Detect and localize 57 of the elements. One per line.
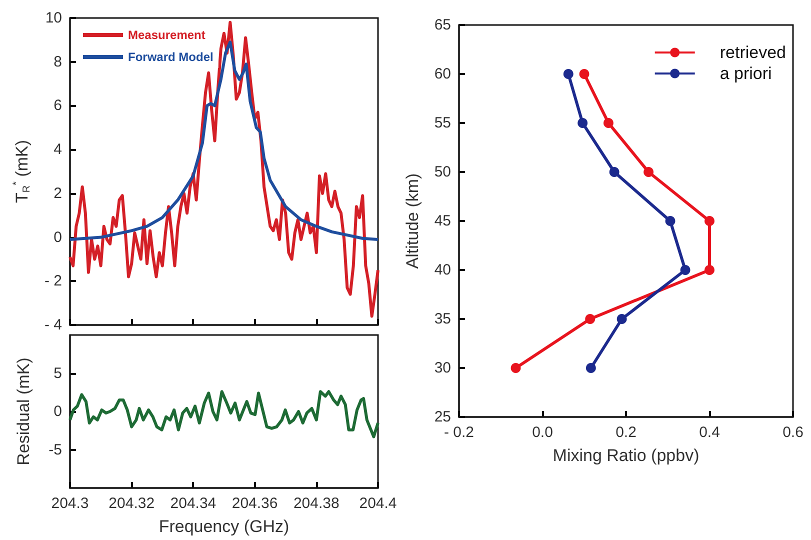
x-tick-label: - 0.2: [444, 424, 474, 441]
legend-label: retrieved: [720, 43, 786, 62]
point: [644, 167, 654, 177]
point: [510, 363, 521, 373]
legend-label: Forward Model: [128, 50, 214, 64]
point: [603, 118, 614, 128]
line-series: [68, 20, 380, 318]
y-tick-label: 45: [434, 212, 451, 230]
point: [704, 265, 714, 275]
point: [578, 118, 588, 128]
y-tick-label: 35: [434, 310, 451, 328]
y-tick-label: 2: [54, 184, 62, 202]
x-tick-label: 204.36: [232, 495, 278, 512]
point: [704, 216, 714, 226]
y-tick-label: 40: [434, 262, 451, 278]
point: [585, 314, 596, 324]
x-axis-title: Mixing Ratio (ppbv): [552, 446, 700, 465]
y-tick-label: 6: [54, 97, 62, 114]
y-tick-label: 5: [54, 364, 62, 382]
x-axis-title: Frequency (GHz): [158, 517, 290, 536]
y-tick-label: 0: [54, 228, 62, 246]
x-tick-label: 0.2: [616, 424, 636, 441]
y-tick-label: 10: [45, 10, 62, 26]
x-tick-label: 204.32: [108, 495, 155, 512]
y-tick-label: - 4: [44, 316, 62, 334]
legend-label: Measurement: [128, 28, 206, 42]
x-tick-label: 0.4: [699, 424, 720, 441]
y-tick-label: 30: [434, 360, 451, 376]
y-axis-title: TR* (mK): [12, 140, 32, 204]
y-tick-label: 50: [434, 164, 451, 180]
y-tick-label: 4: [54, 141, 62, 158]
x-tick-label: 204.3: [51, 495, 89, 512]
point: [563, 69, 574, 79]
y-tick-label: - 2: [44, 272, 62, 290]
y-tick-label: -5: [48, 441, 62, 458]
point: [680, 265, 690, 275]
point: [616, 314, 627, 324]
line-series: [68, 40, 380, 241]
y-tick-label: 60: [434, 66, 451, 82]
point: [579, 69, 590, 79]
legend-label: a priori: [720, 64, 772, 83]
y-axis-title: Residual (mK): [14, 358, 33, 466]
x-tick-label: 0.0: [532, 424, 553, 441]
line-series: [68, 390, 380, 438]
x-tick-label: 204.38: [293, 495, 340, 512]
y-axis-title: Altitude (km): [403, 173, 422, 269]
point: [609, 167, 620, 177]
x-tick-label: 0.6: [782, 424, 804, 441]
y-tick-label: 25: [434, 408, 451, 426]
y-tick-label: 55: [434, 114, 451, 132]
point: [665, 216, 676, 226]
y-tick-label: 0: [54, 403, 62, 420]
point: [586, 363, 596, 373]
y-tick-label: 65: [434, 16, 451, 34]
x-tick-label: 204.4: [359, 495, 397, 512]
y-tick-label: 8: [54, 53, 62, 70]
x-tick-label: 204.34: [170, 495, 216, 512]
